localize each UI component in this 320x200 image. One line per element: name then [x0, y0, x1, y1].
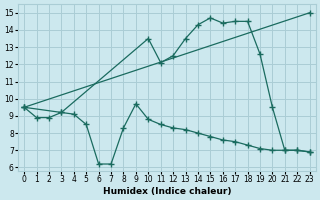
X-axis label: Humidex (Indice chaleur): Humidex (Indice chaleur) [103, 187, 231, 196]
